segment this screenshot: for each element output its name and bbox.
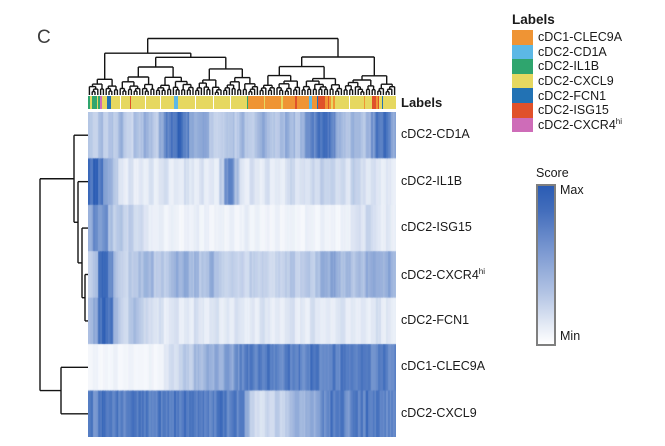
legend-entry: cDC2-ISG15 [512,102,662,118]
annotation-segment-CLEC9A [324,96,328,109]
annotation-segment-ISG15 [129,96,132,109]
column-annotation-label: Labels [401,95,443,110]
annotation-segment-CXCL9 [196,96,214,109]
annotation-segment-ISG15 [295,96,297,109]
annotation-segment-CXCL9 [379,96,382,109]
column-dendrogram [88,37,396,95]
annotation-segment-CXCL9 [349,96,364,109]
legend-swatch-icon [512,73,533,89]
annotation-segment-CXCL9 [90,96,93,109]
annotation-segment-CD1A [174,96,179,109]
legend-entry: cDC2-CXCR4hi [512,117,662,133]
legend-entries: cDC1-CLEC9A cDC2-CD1A cDC2-IL1B cDC2-CXCL9 c… [512,30,662,132]
column-annotation-bar [88,96,396,109]
annotation-segment-CXCL9 [96,96,99,109]
annotation-segment-ISG15 [327,96,330,109]
legend-swatch-icon [512,59,533,74]
annotation-segment-CLEC9A [376,96,378,109]
annotation-segment-ISG15 [318,96,325,109]
annotation-segment-CLEC9A [296,96,310,109]
annotation-segment-CD1A [309,96,313,109]
row-label-cDC2-IL1B: cDC2-IL1B [401,173,463,188]
annotation-segment-CXCL9 [331,96,333,109]
annotation-segment-CXCR4 [100,96,102,109]
legend-entry-label: cDC2-ISG15 [538,103,609,118]
annotation-segment-CXCL9 [120,96,130,109]
annotation-segment-FCN1 [316,96,319,109]
annotation-segment-CXCL9 [145,96,160,109]
annotation-segment-CXCL9 [263,96,265,109]
row-label-cDC1-CLEC9A: cDC1-CLEC9A [401,359,486,374]
score-colorbar [536,184,556,346]
annotation-segment-ISG15 [377,96,380,109]
score-min-label: Min [560,329,581,343]
annotation-segment-FCN1 [106,96,111,109]
annotation-segment-white [144,96,146,109]
annotation-segment-CXCL9 [231,96,247,109]
annotation-segment-CXCL9 [390,96,396,109]
annotation-segment-white [120,96,121,109]
legend-entry-label: cDC2-CXCL9 [538,74,614,89]
row-label-cDC2-ISG15: cDC2-ISG15 [401,220,472,235]
annotation-segment-FCN1 [381,96,384,109]
legend-entry-label: cDC2-FCN1 [538,88,607,103]
heatmap-canvas [88,112,396,437]
annotation-segment-CXCL9 [213,96,231,109]
annotation-segment-white [389,96,391,109]
annotation-segment-CXCL9 [160,96,175,109]
annotation-segment-CXCL9 [110,96,121,109]
legend-entry-label: cDC2-IL1B [538,59,600,74]
annotation-segment-CXCL9 [383,96,390,109]
annotation-segment-white [230,96,232,109]
annotation-segment-IL1B [92,96,97,109]
annotation-segment-CLEC9A [332,96,335,109]
annotation-segment-IL1B [246,96,249,109]
annotation-segment-white [348,96,350,109]
legend-entry: cDC2-IL1B [512,59,662,74]
legend-swatch-icon [512,102,533,118]
annotation-segment-white [159,96,161,109]
legend-swatch-icon [512,30,533,45]
legend-title: Labels [512,12,555,27]
annotation-segment-CLEC9A [264,96,282,109]
annotation-segment-CXCL9 [178,96,196,109]
legend-entry-label: cDC2-CD1A [538,44,607,59]
score-title: Score [536,166,569,180]
legend-entry-label: cDC1-CLEC9A [538,30,623,45]
heatmap-row-labels: cDC2-CD1A cDC2-IL1B cDC2-ISG15 cDC2-CXCR4hi… [401,112,511,437]
row-label-cDC2-CXCL9: cDC2-CXCL9 [401,405,477,420]
legend-entry-label: cDC2-CXCR4hi [538,117,623,133]
annotation-segment-CLEC9A [312,96,317,109]
annotation-segment-IL1B [88,96,91,109]
legend-entry: cDC2-CXCL9 [512,73,662,89]
annotation-segment-CXCL9 [101,96,107,109]
annotation-segment-ISG15 [371,96,377,109]
annotation-segment-CXCL9 [335,96,349,109]
annotation-segment-CXCL9 [365,96,372,109]
annotation-segment-white [195,96,197,109]
legend-swatch-icon [512,44,533,60]
annotation-segment-IL1B [98,96,101,109]
row-dendrogram [39,134,88,415]
legend-entry: cDC2-CD1A [512,44,662,60]
score-max-label: Max [560,183,584,197]
annotation-segment-CLEC9A [282,96,296,109]
annotation-segment-CLEC9A [248,96,264,109]
legend-swatch-icon [512,88,533,103]
panel-label: C [37,27,51,48]
row-label-cDC2-CXCR4: cDC2-CXCR4hi [401,266,486,282]
labels-legend: Labels cDC1-CLEC9A cDC2-CD1A cDC2-IL1B cDC2… [512,12,662,132]
row-label-cDC2-FCN1: cDC2-FCN1 [401,312,470,327]
annotation-segment-CLEC9A [363,96,366,109]
annotation-segment-white [213,96,214,109]
legend-entry: cDC2-FCN1 [512,88,662,103]
legend-entry: cDC1-CLEC9A [512,30,662,45]
annotation-segment-CXCL9 [281,96,283,109]
legend-swatch-icon [512,117,533,133]
annotation-segment-CXCL9 [131,96,145,109]
row-label-cDC2-CD1A: cDC2-CD1A [401,127,470,142]
annotation-segment-CLEC9A [329,96,332,109]
